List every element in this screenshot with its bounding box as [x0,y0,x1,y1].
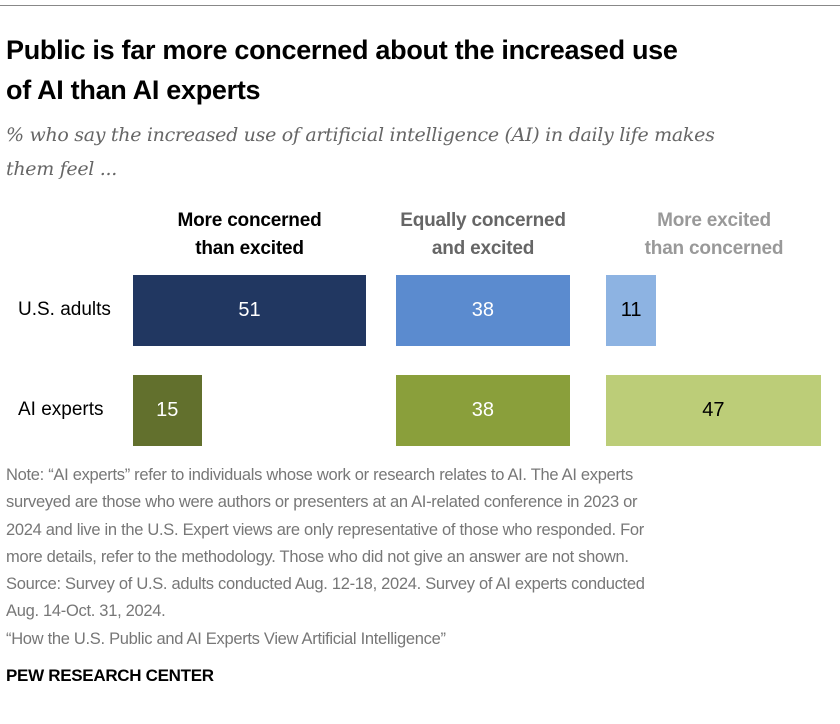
bar: 11 [606,275,657,346]
bar-value-label: 51 [238,299,261,321]
column-header-line: and excited [431,238,535,259]
column-header-line: than concerned [644,238,784,259]
column-header-line: Equally concerned [400,210,566,231]
column-header: More excited than concerned [606,207,822,263]
title-line: of AI than AI experts [6,75,261,105]
column-header-line: than excited [195,238,304,259]
column-header-line: More excited [657,210,771,231]
bar-value-label: 11 [620,299,642,321]
note-line: Note: “AI experts” refer to individuals … [6,466,633,484]
column-header: More concerned than excited [133,207,366,263]
notes: Note: “AI experts” refer to individuals … [6,462,836,653]
bar-value-label: 38 [471,299,494,321]
subtitle-line: % who say the increased use of artificia… [6,124,715,146]
note-line: surveyed are those who were authors or p… [6,493,638,512]
column-header: Equally concerned and excited [396,207,570,263]
bar-value-label: 15 [156,399,179,421]
pew-logo: PEW RESEARCH CENTER [6,666,214,685]
source-line: Aug. 14-Oct. 31, 2024. [6,602,166,621]
report-title: “How the U.S. Public and AI Experts View… [6,629,446,648]
bar-value-label: 38 [471,399,494,421]
bar: 51 [133,275,367,346]
bar: 47 [606,375,821,446]
bar: 38 [396,375,570,446]
source-line: Source: Survey of U.S. adults conducted … [6,575,645,594]
top-rule [0,5,840,6]
chart-subtitle: % who say the increased use of artificia… [6,118,836,186]
subtitle-line: them feel ... [6,158,118,180]
row-label: AI experts [18,399,104,420]
column-header-line: More concerned [177,210,322,231]
title-line: Public is far more concerned about the i… [6,35,678,65]
row-label: U.S. adults [18,299,111,320]
note-line: 2024 and live in the U.S. Expert views a… [6,520,644,539]
note-line: more details, refer to the methodology. … [6,547,629,566]
bar: 15 [133,375,202,446]
chart-title: Public is far more concerned about the i… [6,30,836,110]
bar: 38 [396,275,570,346]
bar-value-label: 47 [702,399,725,421]
